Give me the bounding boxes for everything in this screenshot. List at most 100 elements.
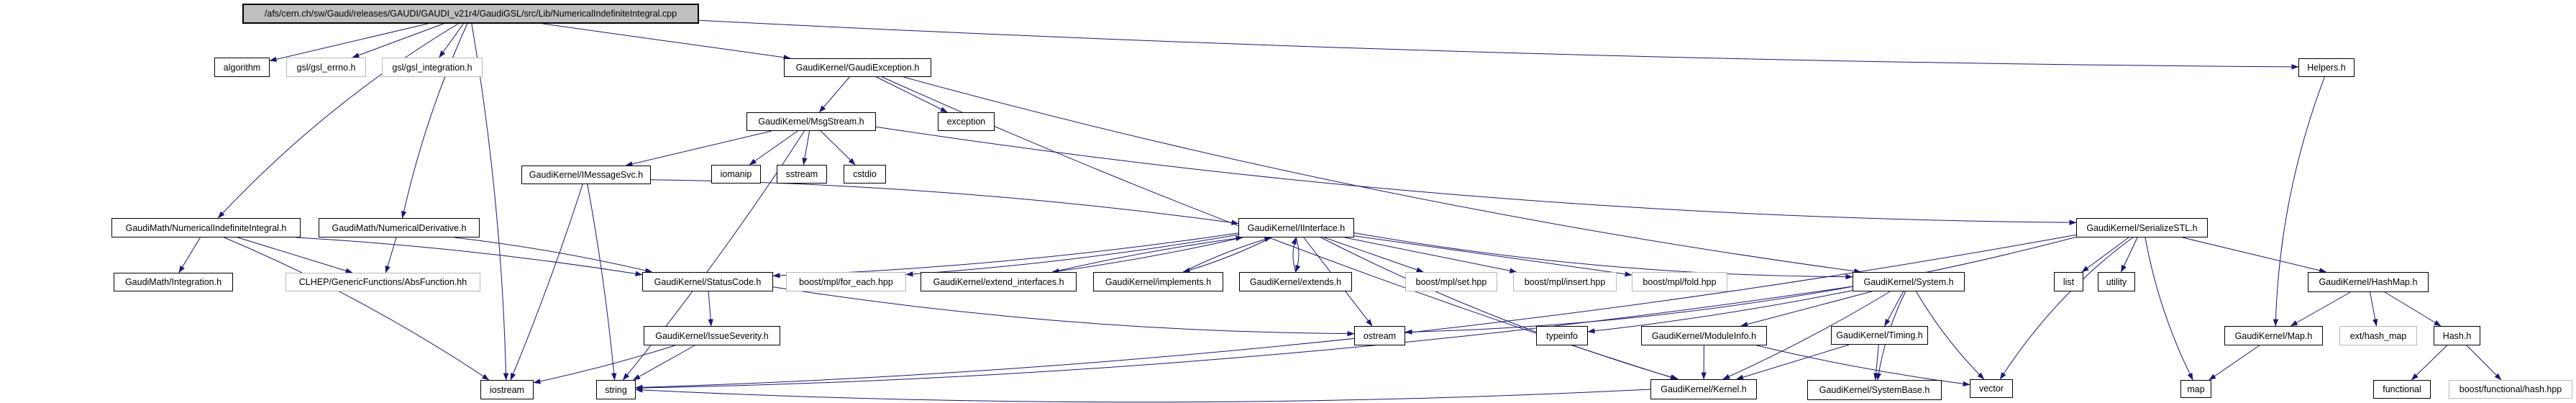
node-gsl-errno: gsl/gsl_errno.h [286,58,366,77]
edge-serializestl-to-vector [1999,237,2134,380]
edge-msgstream-to-imessagesvc [625,130,772,167]
edge-msgstream-to-cstdio [820,130,856,166]
node-typeinfo[interactable]: typeinfo [1536,326,1588,345]
edge-serializestl-to-map [2145,237,2193,381]
node-utility[interactable]: utility [2098,272,2135,291]
node-implements[interactable]: GaudiKernel/implements.h [1093,272,1223,291]
edge-nderiv-h-to-absfunction [385,237,397,273]
edge-system-h-to-string [635,286,1853,391]
edge-main-cpp-to-nii-h [217,23,459,219]
edge-hashmap-to-hash-h [2384,291,2442,327]
edge-main-cpp-to-algorithm [269,23,428,62]
node-msgstream[interactable]: GaudiKernel/MsgStream.h [746,112,876,131]
node-string[interactable]: string [596,380,636,399]
edge-system-h-to-kernel [1722,291,1891,380]
edge-issueseverity-to-iostream [533,345,675,384]
node-extends[interactable]: GaudiKernel/extends.h [1239,272,1352,291]
node-system-h[interactable]: GaudiKernel/System.h [1853,272,1965,291]
node-nii-h[interactable]: GaudiMath/NumericalIndefiniteIntegral.h [111,218,301,237]
edge-iinterface-to-implements [1182,237,1272,273]
node-functional[interactable]: functional [2373,380,2431,399]
edge-iinterface-to-set-hpp [1324,237,1424,273]
node-iomanip[interactable]: iomanip [711,165,761,184]
node-insert-hpp: boost/mpl/insert.hpp [1513,272,1617,291]
edge-main-cpp-to-gsl-errno [352,23,444,58]
edge-system-h-to-moduleinfo [1740,291,1872,327]
node-ext-hash-map: ext/hash_map [2339,326,2417,345]
node-iostream[interactable]: iostream [480,380,534,399]
node-algorithm[interactable]: algorithm [214,58,270,77]
node-helpers[interactable]: Helpers.h [2298,58,2355,77]
edge-main-cpp-to-nderiv-h [401,23,468,219]
node-gaudi-exception[interactable]: GaudiKernel/GaudiException.h [784,58,931,77]
edge-hash-h-to-boost-hash [2466,345,2502,381]
node-iinterface[interactable]: GaudiKernel/IInterface.h [1238,218,1354,237]
edge-iinterface-to-fold-hpp [1353,235,1632,277]
node-map-h[interactable]: GaudiKernel/Map.h [2224,326,2323,345]
node-kernel[interactable]: GaudiKernel/Kernel.h [1650,379,1757,399]
edge-extend-interfaces-to-iinterface [1051,235,1243,273]
edge-iinterface-to-extend-interfaces [1051,237,1243,274]
node-list[interactable]: list [2054,272,2083,291]
edge-system-h-to-timing [1884,291,1904,327]
edge-kernel-to-string [635,387,1651,403]
node-statuscode[interactable]: GaudiKernel/StatusCode.h [642,272,773,291]
edge-nii-h-to-integration [178,237,201,273]
edge-gaudi-exception-to-exception [876,76,948,113]
node-extend-interfaces[interactable]: GaudiKernel/extend_interfaces.h [921,272,1077,291]
node-for-each: boost/mpl/for_each.hpp [786,272,906,291]
edge-iinterface-to-insert-hpp [1344,237,1517,273]
node-map[interactable]: map [2180,380,2211,398]
node-hash-h[interactable]: Hash.h [2434,326,2480,345]
edge-main-cpp-to-helpers [698,19,2299,70]
node-hashmap[interactable]: GaudiKernel/HashMap.h [2308,272,2429,292]
node-boost-hash: boost/functional/hash.hpp [2449,380,2572,399]
node-main-cpp: /afs/cern.ch/sw/Gaudi/releases/GAUDI/GAU… [242,4,699,24]
node-timing[interactable]: GaudiKernel/Timing.h [1831,326,1928,345]
edge-moduleinfo-to-vector [1756,345,1970,386]
node-vector[interactable]: vector [1970,379,2013,398]
edge-helpers-to-map-h [2273,76,2325,327]
node-nderiv-h[interactable]: GaudiMath/NumericalDerivative.h [319,218,480,237]
node-absfunction: CLHEP/GenericFunctions/AbsFunction.hh [286,273,480,291]
edge-serializestl-to-hashmap [2182,237,2327,273]
edge-iinterface-to-kernel [1320,237,1679,380]
node-exception[interactable]: exception [938,112,995,131]
edge-msgstream-to-sstream [802,130,810,166]
edge-hash-h-to-functional [2411,345,2447,381]
edge-msgstream-to-iomanip [749,130,798,166]
edge-main-cpp-to-iostream [471,23,509,381]
node-sstream[interactable]: sstream [777,165,827,184]
edge-extends-to-iinterface [1291,237,1297,273]
edge-serializestl-to-string [635,234,2077,391]
edge-hashmap-to-map-h [2290,291,2351,327]
edge-main-cpp-to-gsl-integration [439,23,464,58]
node-ostream[interactable]: ostream [1354,326,1405,345]
edge-nii-h-to-statuscode [296,237,643,276]
node-fold-hpp: boost/mpl/fold.hpp [1632,272,1727,291]
edge-system-h-to-typeinfo [1587,290,1853,334]
node-serializestl[interactable]: GaudiKernel/SerializeSTL.h [2076,218,2208,237]
edge-gaudi-exception-to-msgstream [818,76,850,113]
edge-statuscode-to-issueseverity [708,291,713,327]
edge-imessagesvc-to-iinterface [650,179,1239,225]
node-set-hpp: boost/mpl/set.hpp [1405,272,1497,291]
edge-main-cpp-to-gaudi-exception [542,23,791,60]
node-cstdio[interactable]: cstdio [844,165,886,184]
node-systembase[interactable]: GaudiKernel/SystemBase.h [1807,380,1942,400]
edge-map-h-to-map [2209,345,2260,381]
node-gsl-integration: gsl/gsl_integration.h [382,58,483,77]
node-imessagesvc[interactable]: GaudiKernel/IMessageSvc.h [521,166,651,184]
edge-iinterface-to-system-h [1353,232,1853,280]
edge-serializestl-to-ostream [1405,236,2077,335]
edge-imessagesvc-to-string [587,184,617,381]
node-moduleinfo[interactable]: GaudiKernel/ModuleInfo.h [1641,326,1767,345]
edge-iinterface-to-statuscode [772,232,1239,279]
edge-timing-to-systembase [1873,344,1879,381]
node-issueseverity[interactable]: GaudiKernel/IssueSeverity.h [644,326,780,345]
node-integration[interactable]: GaudiMath/Integration.h [114,273,233,291]
edge-iinterface-to-extends [1295,237,1301,273]
edge-nii-h-to-iostream [224,237,490,381]
